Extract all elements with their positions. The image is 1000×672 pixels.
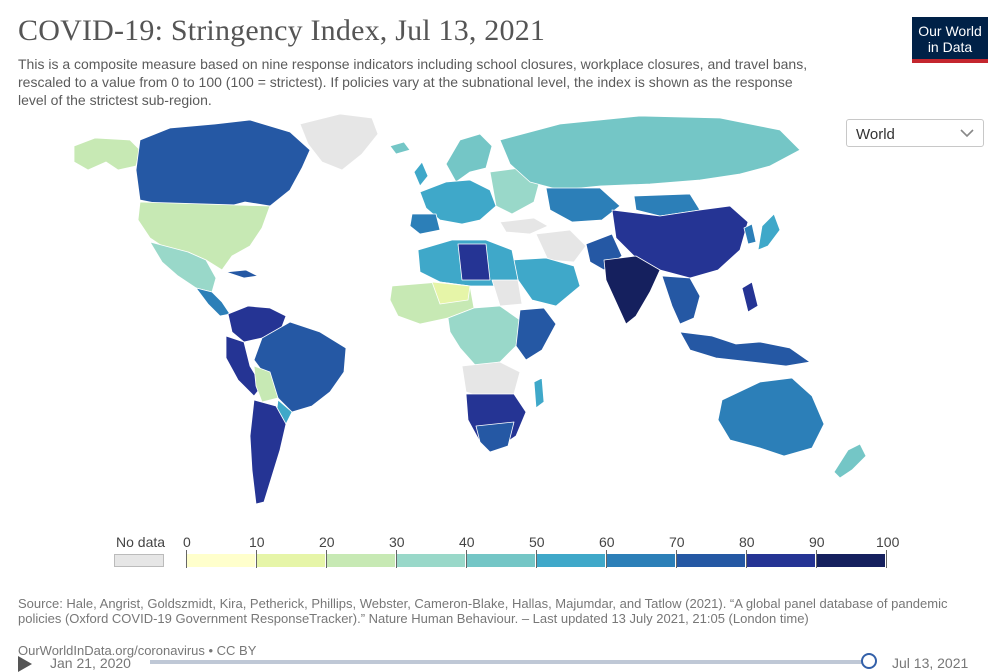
legend-tick <box>256 550 257 568</box>
legend-bin <box>606 554 676 567</box>
timeline-end-label: Jul 13, 2021 <box>892 655 969 671</box>
map-region-angola-zambia <box>461 361 521 399</box>
legend-bin <box>186 554 256 567</box>
legend-tick-label: 20 <box>319 534 335 550</box>
legend-tick <box>746 550 747 568</box>
map-region-argentina <box>249 399 287 505</box>
source-note: Source: Hale, Angrist, Goldszmidt, Kira,… <box>18 596 948 626</box>
map-region-australia <box>717 377 825 457</box>
map-region-kazakhstan <box>545 187 621 223</box>
region-select[interactable]: World <box>846 119 984 147</box>
map-region-iberia <box>409 213 441 235</box>
map-region-east-africa <box>515 307 557 361</box>
owid-logo[interactable]: Our World in Data <box>912 17 988 63</box>
map-region-indonesia <box>679 331 811 367</box>
map-region-sahel <box>431 281 471 305</box>
legend-bin <box>676 554 746 567</box>
legend-tick-label: 10 <box>249 534 265 550</box>
map-region-arabia <box>511 257 581 307</box>
timeline-start-label: Jan 21, 2020 <box>50 655 131 671</box>
map-region-turkey <box>499 217 549 235</box>
map-region-united-states <box>137 201 271 271</box>
legend-tick-label: 50 <box>529 534 545 550</box>
legend-tick-label: 90 <box>809 534 825 550</box>
legend-tick-label: 60 <box>599 534 615 550</box>
region-select-value: World <box>856 126 895 143</box>
world-map[interactable] <box>0 110 1000 530</box>
map-region-central-africa <box>447 305 521 367</box>
map-region-central-america <box>195 287 231 317</box>
map-region-united-kingdom <box>413 161 429 187</box>
legend-tick-label: 100 <box>876 534 900 550</box>
map-region-bolivia <box>253 365 279 403</box>
legend-tick <box>466 550 467 568</box>
chart-title: COVID-19: Stringency Index, Jul 13, 2021 <box>18 14 546 47</box>
map-region-greenland <box>299 113 379 171</box>
legend-bin <box>466 554 536 567</box>
map-region-russia <box>499 115 801 191</box>
map-region-southeast-asia <box>661 275 701 325</box>
map-region-iran <box>535 229 587 263</box>
legend-bin <box>816 554 886 567</box>
legend-bin <box>536 554 606 567</box>
map-region-new-zealand <box>833 443 867 479</box>
legend-tick <box>186 550 187 568</box>
play-icon[interactable] <box>18 656 32 672</box>
legend-tick <box>886 550 887 568</box>
legend-tick-label: 70 <box>669 534 685 550</box>
map-region-philippines <box>741 281 759 313</box>
legend-bin <box>256 554 326 567</box>
legend-tick <box>816 550 817 568</box>
map-region-south-africa <box>475 421 515 453</box>
map-region-alaska <box>73 137 141 171</box>
map-region-cuba <box>225 269 259 279</box>
legend-tick-label: 0 <box>183 534 191 550</box>
map-region-china <box>611 205 749 279</box>
logo-line-2: in Data <box>927 39 973 55</box>
map-region-scandinavia <box>445 133 493 183</box>
timeline-handle[interactable] <box>861 653 877 669</box>
map-region-korea <box>743 223 757 245</box>
legend-tick-label: 80 <box>739 534 755 550</box>
legend-tick-label: 40 <box>459 534 475 550</box>
legend-tick <box>536 550 537 568</box>
map-region-iceland <box>389 141 411 155</box>
legend-tick <box>326 550 327 568</box>
legend-tick <box>606 550 607 568</box>
map-region-japan <box>757 213 781 251</box>
legend-no-data-swatch <box>114 554 164 567</box>
legend-bin <box>746 554 816 567</box>
legend-tick <box>676 550 677 568</box>
legend-bin <box>396 554 466 567</box>
map-region-libya <box>457 243 491 281</box>
map-region-canada <box>135 119 311 209</box>
legend-tick <box>396 550 397 568</box>
legend-tick-label: 30 <box>389 534 405 550</box>
map-region-india <box>603 255 661 325</box>
chevron-down-icon <box>960 129 974 138</box>
footer-link[interactable]: OurWorldInData.org/coronavirus • CC BY <box>18 643 257 658</box>
timeline-track[interactable] <box>150 660 870 664</box>
legend-no-data-label: No data <box>116 534 166 550</box>
chart-subtitle: This is a composite measure based on nin… <box>18 56 808 108</box>
timeline[interactable]: Jan 21, 2020 Jul 13, 2021 <box>0 652 1000 672</box>
map-region-sudan <box>491 279 523 307</box>
legend-bin <box>326 554 396 567</box>
map-region-madagascar <box>533 377 545 409</box>
logo-line-1: Our World <box>918 23 982 39</box>
